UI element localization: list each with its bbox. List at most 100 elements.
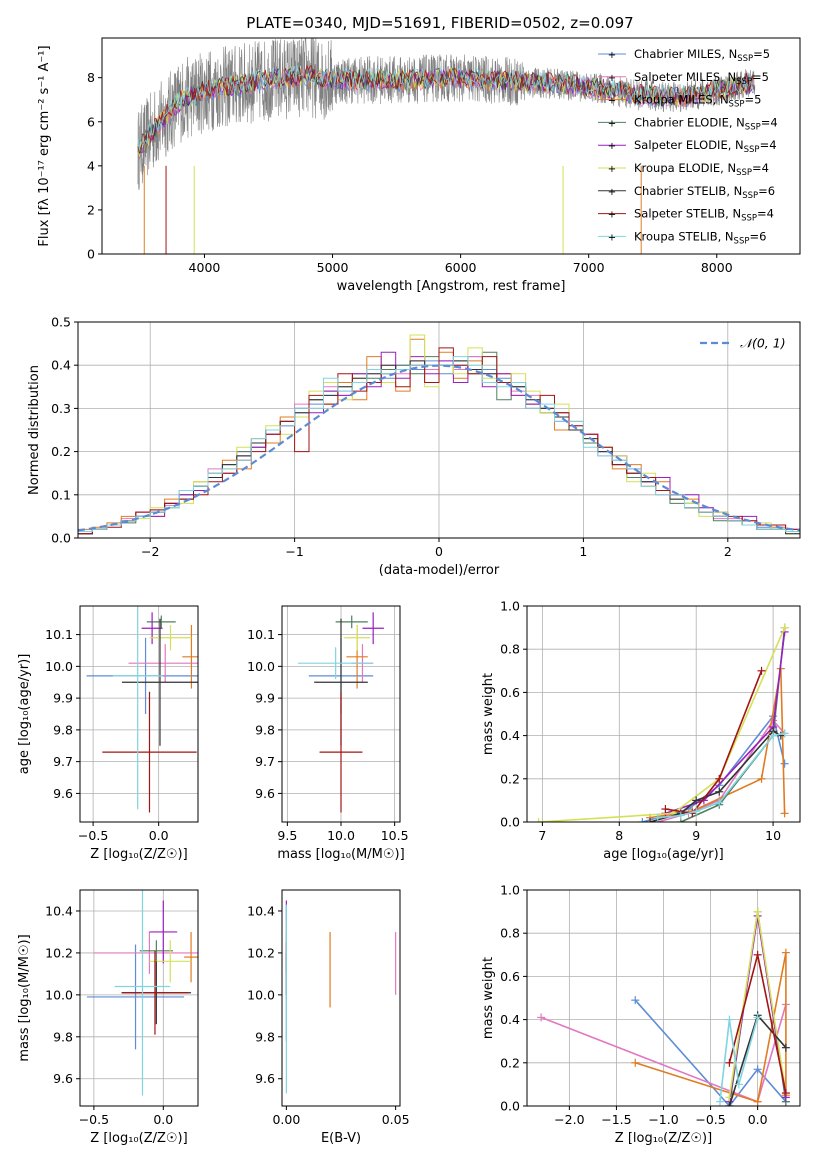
x-tick-label: −1.5 — [601, 1112, 631, 1127]
x-tick-label: 6000 — [445, 260, 477, 275]
y-tick-label: 0.0 — [51, 531, 71, 546]
x-axis-label: age [log₁₀(age/yr)] — [603, 847, 724, 862]
legend-marker: + — [608, 210, 616, 221]
y-tick-label: 0 — [87, 247, 95, 262]
error-bar-point — [114, 890, 171, 1096]
plus-marker — [753, 1065, 762, 1074]
y-tick-label: 9.8 — [255, 1029, 275, 1044]
normal-curve — [78, 364, 800, 532]
plus-marker — [780, 729, 789, 738]
legend-subscript: SSP — [742, 191, 758, 201]
y-axis-label: Flux [fλ 10⁻¹⁷ erg cm⁻² s⁻¹ A⁻¹] — [37, 45, 52, 246]
x-axis-label: wavelength [Angstrom, rest frame] — [337, 279, 566, 294]
y-tick-label: 9.8 — [255, 722, 275, 737]
plot-area — [137, 38, 756, 254]
y-tick-label: 10.2 — [247, 945, 275, 960]
plus-marker — [753, 1013, 762, 1022]
plot-area — [527, 890, 800, 1106]
error-bar-point — [344, 625, 370, 651]
massweight-vs-metallicity-panel: −2.0 −1.5 −1.0 −0.5 0.0 0.0 0.2 0.4 0.6 0.8 1.0 Z [… — [481, 883, 801, 1146]
error-bar-point — [139, 940, 174, 962]
x-axis-label: Z [log₁₀(Z/Z☉)] — [615, 1131, 712, 1146]
y-tick-label: 0.2 — [500, 1055, 520, 1070]
error-bar-point — [86, 944, 185, 1050]
y-tick-label: 0.5 — [51, 315, 71, 330]
y-tick-label: 0.8 — [500, 926, 520, 941]
legend-subscript: SSP — [741, 214, 757, 224]
legend-nssp: =4 — [752, 161, 769, 175]
spectrum-panel: 4000 5000 6000 7000 8000 0 2 4 6 8 wavelength [Ang… — [37, 37, 801, 294]
legend-subscript: SSP — [729, 100, 745, 110]
x-axis-label: (data-model)/error — [379, 563, 500, 578]
y-axis-label: mass weight — [481, 957, 496, 1039]
plus-marker — [753, 950, 762, 959]
axes-frame — [526, 605, 801, 823]
mass-weight-line — [649, 730, 782, 822]
y-tick-label: 4 — [87, 158, 95, 173]
y-tick-label: 9.7 — [255, 754, 275, 769]
x-tick-label: 9 — [692, 828, 700, 843]
plus-marker — [757, 666, 766, 675]
x-tick-label: −1 — [285, 544, 303, 559]
plus-marker — [715, 787, 724, 796]
error-bar-point — [112, 606, 163, 810]
x-tick-label: 10 — [765, 828, 781, 843]
plus-marker — [781, 1089, 790, 1098]
y-tick-label: 0.4 — [500, 1012, 520, 1027]
error-bar-point — [128, 644, 198, 683]
plus-marker — [753, 907, 762, 916]
y-tick-label: 0.8 — [500, 642, 520, 657]
y-tick-label: 10.0 — [247, 659, 275, 674]
y-tick-label: 6 — [87, 114, 95, 129]
mass-weight-line — [665, 631, 786, 815]
plus-marker — [692, 807, 701, 816]
x-tick-label: 0.0 — [748, 1112, 768, 1127]
plus-marker — [725, 1058, 734, 1067]
y-tick-label: 0.0 — [500, 1099, 520, 1114]
x-tick-label: 0.0 — [153, 1112, 173, 1127]
y-tick-label: 0.2 — [51, 444, 71, 459]
axes-frame — [79, 889, 199, 1107]
plus-marker — [753, 1097, 762, 1106]
y-axis-label: mass weight — [481, 673, 496, 755]
x-tick-label: 10.0 — [327, 828, 355, 843]
axes-frame — [101, 37, 801, 255]
y-tick-label: 9.9 — [255, 691, 275, 706]
legend-label: 𝒩(0, 1) — [740, 336, 786, 351]
y-tick-label: 0.2 — [500, 771, 520, 786]
mass-weight-line — [649, 668, 786, 819]
error-bar-point — [146, 615, 176, 629]
legend-nssp: =5 — [753, 47, 770, 61]
x-tick-label: 0.00 — [272, 1112, 300, 1127]
y-tick-label: 9.7 — [53, 754, 73, 769]
age-vs-mass-panel: 9.5 10.0 10.5 9.6 9.7 9.8 9.9 10.0 10.1 mass [log… — [247, 605, 409, 862]
x-tick-label: 7 — [538, 828, 546, 843]
y-tick-label: 0.3 — [51, 401, 71, 416]
x-tick-label: 5000 — [317, 260, 349, 275]
plot-area — [285, 900, 397, 1094]
y-tick-label: 9.6 — [53, 786, 73, 801]
y-tick-label: 2 — [87, 202, 95, 217]
plus-marker — [725, 1015, 734, 1024]
x-axis-label: Z [log₁₀(Z/Z☉)] — [90, 847, 187, 862]
legend-subscript: SSP — [744, 145, 760, 155]
y-tick-label: 10.4 — [247, 903, 275, 918]
legend-label: Kroupa ELODIE, NSSP=4 — [634, 161, 769, 178]
plus-marker — [715, 774, 724, 783]
y-tick-label: 10.0 — [45, 987, 73, 1002]
x-tick-label: 9.5 — [277, 828, 297, 843]
x-tick-label: 4000 — [189, 260, 221, 275]
plus-marker — [769, 731, 778, 740]
legend-label: Chabrier STELIB, NSSP=6 — [634, 184, 775, 201]
error-bar-point — [149, 625, 192, 651]
plus-marker — [781, 948, 790, 957]
residuals-panel: −2 −1 0 1 2 0.0 0.1 0.2 0.3 0.4 0.5 (data-model)/er… — [27, 315, 801, 578]
histogram-step — [78, 356, 800, 538]
error-bar-point — [319, 691, 363, 813]
axes-frame — [79, 605, 199, 823]
plus-marker — [631, 996, 640, 1005]
y-tick-label: 1.0 — [500, 883, 520, 898]
error-bar-point — [298, 647, 374, 680]
y-tick-label: 9.8 — [53, 1029, 73, 1044]
x-tick-label: −2 — [141, 544, 159, 559]
